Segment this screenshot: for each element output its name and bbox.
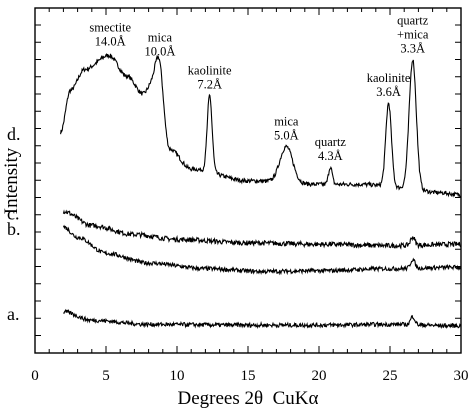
x-tick-label: 10 xyxy=(170,368,185,384)
series-label: d. xyxy=(7,124,21,144)
series-label: b. xyxy=(7,219,21,239)
series-label: c. xyxy=(7,204,20,224)
series-line xyxy=(62,224,462,276)
peak-label: +mica xyxy=(397,28,429,42)
series-label: a. xyxy=(7,304,20,324)
peak-label: 7.2Å xyxy=(197,77,222,91)
peak-label: mica xyxy=(274,115,299,129)
peak-label: 4.3Å xyxy=(318,149,343,163)
peak-label: 5.0Å xyxy=(274,129,299,143)
series-line xyxy=(60,53,462,198)
x-tick-label: 0 xyxy=(31,368,39,384)
series-line xyxy=(62,209,462,250)
diffraction-traces xyxy=(60,53,462,330)
peak-label: 3.3Å xyxy=(400,42,425,56)
x-tick-label: 5 xyxy=(102,368,110,384)
peak-label: kaolinite xyxy=(188,63,232,77)
peak-label: quartz xyxy=(397,14,429,28)
series-line xyxy=(63,308,462,330)
x-tick-label: 25 xyxy=(383,368,398,384)
peak-label: quartz xyxy=(315,135,347,149)
axis-ticks: 0 5 10 15 20 25 30 xyxy=(31,8,469,384)
peak-label: smectite xyxy=(89,21,131,35)
x-axis-label: Degrees 2θ CuKα xyxy=(178,388,319,409)
x-tick-label: 20 xyxy=(312,368,327,384)
y-axis-label: Intensity xyxy=(1,147,22,214)
peak-label: mica xyxy=(148,30,173,44)
peak-label: 10.0Å xyxy=(145,44,176,58)
peak-label: 3.6Å xyxy=(376,85,401,99)
x-tick-label: 15 xyxy=(241,368,256,384)
x-tick-label: 30 xyxy=(454,368,469,384)
peak-label: 14.0Å xyxy=(95,35,126,49)
peak-label: kaolinite xyxy=(367,71,411,85)
